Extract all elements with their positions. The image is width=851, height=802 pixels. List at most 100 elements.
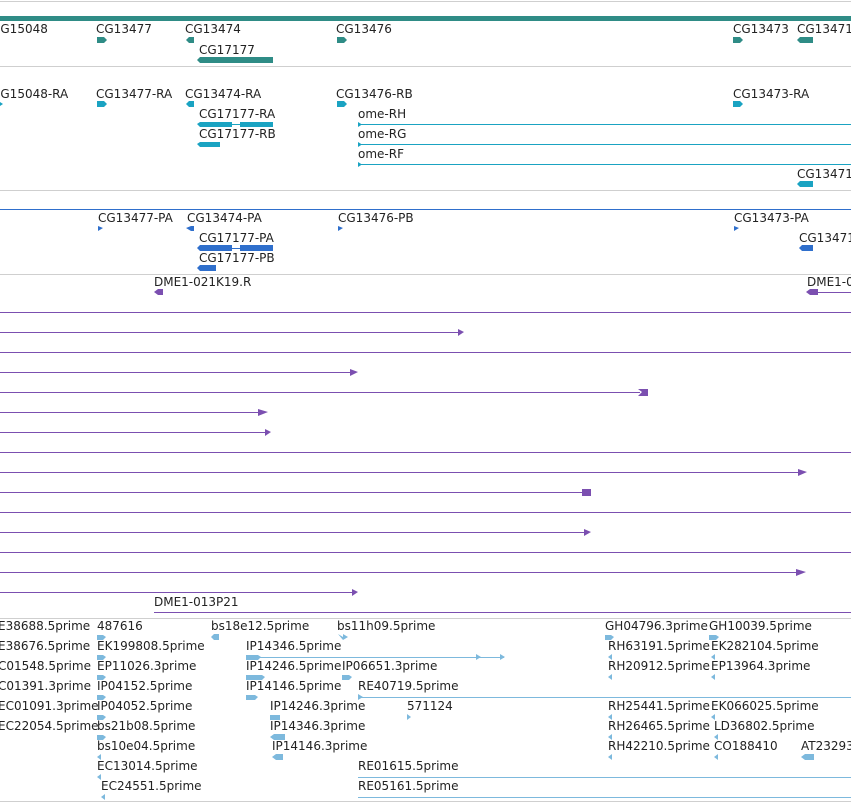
transcript-label-ome-rf[interactable]: ome-RF	[358, 147, 404, 161]
est-glyph[interactable]	[97, 655, 106, 660]
protein-glyph-cg17177-pb[interactable]	[197, 265, 216, 271]
est-glyph[interactable]	[605, 635, 614, 640]
gene-glyph-cg17177[interactable]	[197, 57, 273, 63]
est-label[interactable]: bs11h09.5prime	[337, 619, 436, 633]
bac-line[interactable]	[0, 369, 358, 376]
est-label[interactable]: EC24551.5prime	[101, 779, 202, 793]
transcript-label-cg17177-ra[interactable]: CG17177-RA	[199, 107, 276, 121]
bac-line[interactable]	[0, 329, 464, 336]
est-label[interactable]: LD36802.5prime	[714, 719, 815, 733]
transcript-glyph-ome-rf[interactable]	[358, 162, 851, 167]
est-label[interactable]: IP14246.5prime	[246, 659, 342, 673]
est-glyph[interactable]	[246, 654, 505, 660]
est-glyph[interactable]	[608, 654, 612, 660]
est-label[interactable]: GH04796.3prime	[605, 619, 708, 633]
est-label[interactable]: bs18e12.5prime	[211, 619, 310, 633]
protein-glyph[interactable]	[338, 226, 343, 231]
est-glyph[interactable]	[246, 675, 265, 680]
protein-label-cg17177-pa[interactable]: CG17177-PA	[199, 231, 274, 245]
est-glyph[interactable]	[608, 754, 612, 760]
est-label[interactable]: IP14346.3prime	[270, 719, 366, 733]
est-label[interactable]: RE40719.5prime	[358, 679, 459, 693]
bac-line[interactable]	[0, 489, 591, 496]
est-glyph[interactable]	[714, 734, 718, 740]
bac-label-dme1-021k19[interactable]: DME1-021K19.R	[154, 275, 252, 289]
bac-line[interactable]	[0, 529, 591, 536]
est-label[interactable]: EK282104.5prime	[711, 639, 819, 653]
est-glyph[interactable]	[97, 695, 106, 700]
est-glyph[interactable]	[97, 754, 101, 760]
transcript-glyph-cg17177-ra[interactable]	[197, 122, 273, 127]
protein-glyph[interactable]	[734, 226, 739, 231]
transcript-label-cg13471[interactable]: CG13471	[797, 167, 851, 181]
est-label[interactable]: EC01091.3prime	[0, 699, 99, 713]
est-label[interactable]: E38676.5prime	[0, 639, 91, 653]
est-label[interactable]: CO188410	[714, 739, 778, 753]
gene-glyph-cg13474[interactable]	[186, 37, 194, 43]
est-glyph[interactable]	[272, 754, 283, 760]
transcript-glyph-ome-rg[interactable]	[358, 142, 851, 147]
gene-glyph-cg13471[interactable]	[797, 37, 813, 43]
transcript-label-cg13477-ra[interactable]: CG13477-RA	[96, 87, 173, 101]
bac-line[interactable]	[0, 569, 806, 576]
transcript-glyph[interactable]	[797, 181, 813, 187]
gene-label-cg13471[interactable]: CG13471	[797, 22, 851, 36]
est-label[interactable]: 487616	[97, 619, 143, 633]
est-label[interactable]: RE01615.5prime	[358, 759, 459, 773]
est-label[interactable]: EP11026.3prime	[97, 659, 197, 673]
est-glyph[interactable]	[711, 714, 715, 720]
est-glyph[interactable]	[342, 675, 352, 680]
gene-label-cg13474[interactable]: CG13474	[185, 22, 241, 36]
bac-line[interactable]	[0, 589, 358, 596]
est-glyph[interactable]	[608, 714, 612, 720]
transcript-label-cg17177-rb[interactable]: CG17177-RB	[199, 127, 276, 141]
est-label[interactable]: RH26465.5prime	[608, 719, 710, 733]
est-label[interactable]: IP04152.5prime	[97, 679, 193, 693]
est-label[interactable]: 571124	[407, 699, 453, 713]
transcript-glyph[interactable]	[97, 101, 107, 107]
gene-glyph-cg13476[interactable]	[337, 37, 347, 43]
transcript-label-ome-rg[interactable]: ome-RG	[358, 127, 407, 141]
protein-label-cg13474-pa[interactable]: CG13474-PA	[187, 211, 262, 225]
transcript-label-ome-rh[interactable]: ome-RH	[358, 107, 407, 121]
est-label[interactable]: IP14246.3prime	[270, 699, 366, 713]
bac-glyph-dme1-0[interactable]	[806, 289, 851, 295]
est-glyph[interactable]	[97, 715, 106, 720]
est-label[interactable]: RH63191.5prime	[608, 639, 710, 653]
est-label[interactable]: C01548.5prime	[0, 659, 91, 673]
est-label[interactable]: RH20912.5prime	[608, 659, 710, 673]
est-label[interactable]: IP06651.3prime	[342, 659, 438, 673]
transcript-glyph[interactable]	[733, 101, 743, 107]
est-glyph[interactable]	[338, 634, 348, 640]
protein-glyph[interactable]	[799, 245, 813, 251]
gene-label-cg17177[interactable]: CG17177	[199, 43, 255, 57]
bac-label-dme1-0[interactable]: DME1-0	[807, 275, 851, 289]
protein-glyph[interactable]	[98, 226, 103, 231]
est-label[interactable]: C01391.3prime	[0, 679, 91, 693]
gene-label-cg13477[interactable]: CG13477	[96, 22, 152, 36]
est-label[interactable]: RH25441.5prime	[608, 699, 710, 713]
est-label[interactable]: RH42210.5prime	[608, 739, 710, 753]
transcript-label-cg13473-ra[interactable]: CG13473-RA	[733, 87, 810, 101]
est-label[interactable]: IP14146.3prime	[272, 739, 368, 753]
est-label[interactable]: GH10039.5prime	[709, 619, 812, 633]
est-label[interactable]: IP14146.5prime	[246, 679, 342, 693]
transcript-label-cg15048-ra[interactable]: CG15048-RA	[0, 87, 69, 101]
gene-label-cg13473[interactable]: CG13473	[733, 22, 789, 36]
protein-label-cg13476-pb[interactable]: CG13476-PB	[338, 211, 414, 225]
gene-glyph-cg13477[interactable]	[97, 37, 107, 43]
protein-label-cg13473-pa[interactable]: CG13473-PA	[734, 211, 809, 225]
est-glyph[interactable]	[608, 734, 612, 740]
bac-line[interactable]	[0, 429, 271, 436]
protein-label-cg17177-pb[interactable]: CG17177-PB	[199, 251, 275, 265]
transcript-glyph[interactable]	[337, 101, 347, 107]
est-label[interactable]: EP13964.3prime	[711, 659, 811, 673]
transcript-glyph-cg17177-rb[interactable]	[197, 142, 220, 147]
transcript-glyph-ome-rh[interactable]	[358, 122, 851, 127]
protein-glyph[interactable]	[186, 226, 194, 231]
est-glyph[interactable]	[246, 695, 258, 700]
est-glyph[interactable]	[407, 714, 411, 720]
transcript-glyph[interactable]	[186, 101, 194, 107]
est-glyph[interactable]	[97, 635, 106, 640]
est-glyph[interactable]	[711, 674, 715, 680]
